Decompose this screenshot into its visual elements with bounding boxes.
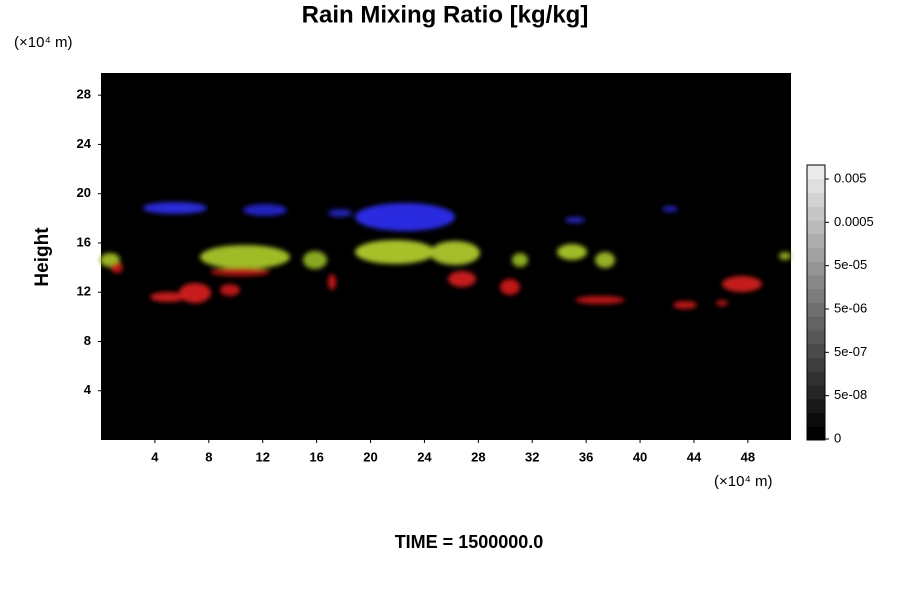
y-tick-label: 20 (77, 185, 91, 200)
x-tick-label: 20 (363, 449, 377, 464)
colorbar-level (807, 426, 825, 441)
colorbar-frame (806, 164, 826, 441)
colorbar-level (807, 206, 825, 221)
colorbar-level (807, 357, 825, 372)
colorbar-level (807, 247, 825, 262)
colorbar-level (807, 371, 825, 386)
x-tick-label: 36 (579, 449, 593, 464)
rendered-volume (100, 202, 791, 309)
x-tick-label: 16 (309, 449, 323, 464)
colorbar-level (807, 275, 825, 290)
x-tick-label: 8 (205, 449, 212, 464)
x-tick-label: 44 (687, 449, 702, 464)
chart-title: Rain Mixing Ratio [kg/kg] (302, 1, 589, 28)
y-tick-label: 8 (84, 333, 91, 348)
x-tick-label: 48 (741, 449, 755, 464)
colorbar-level (807, 178, 825, 193)
colorbar-tick-label: 5e-07 (834, 344, 867, 359)
colorbar-level (807, 412, 825, 427)
colorbar-tick-label: 0 (834, 430, 841, 445)
colorbar-level (807, 261, 825, 276)
y-tick-label: 28 (77, 87, 91, 102)
colorbar-level (807, 316, 825, 331)
y-tick-label: 16 (77, 234, 91, 249)
colorbar-level (807, 330, 825, 345)
x-tick-label: 32 (525, 449, 539, 464)
x-tick-label: 28 (471, 449, 485, 464)
x-unit: (×10⁴ m) (714, 473, 773, 490)
y-axis-label: Height (32, 227, 53, 287)
colorbar-level (807, 302, 825, 317)
colorbar-tick-label: 0.005 (834, 170, 867, 185)
x-tick-label: 40 (633, 449, 647, 464)
y-unit: (×10⁴ m) (14, 34, 73, 51)
time-label: TIME = 1500000.0 (395, 532, 544, 552)
x-tick-label: 12 (255, 449, 269, 464)
colorbar-level (807, 233, 825, 248)
y-tick-label: 12 (77, 284, 91, 299)
colorbar-tick-label: 5e-06 (834, 300, 867, 315)
colorbar-level (807, 343, 825, 358)
colorbar-tick-label: 0.0005 (834, 214, 874, 229)
colorbar-level (807, 165, 825, 180)
colorbar-level (807, 385, 825, 400)
colorbar-level (807, 192, 825, 207)
y-tick-label: 4 (84, 382, 92, 397)
y-tick-label: 24 (77, 136, 92, 151)
colorbar-tick-label: 5e-08 (834, 387, 867, 402)
colorbar-level (807, 398, 825, 413)
x-tick-label: 4 (151, 449, 159, 464)
colorbar-level (807, 220, 825, 235)
colorbar-level (807, 288, 825, 303)
colorbar-tick-label: 5e-05 (834, 257, 867, 272)
x-tick-label: 24 (417, 449, 432, 464)
